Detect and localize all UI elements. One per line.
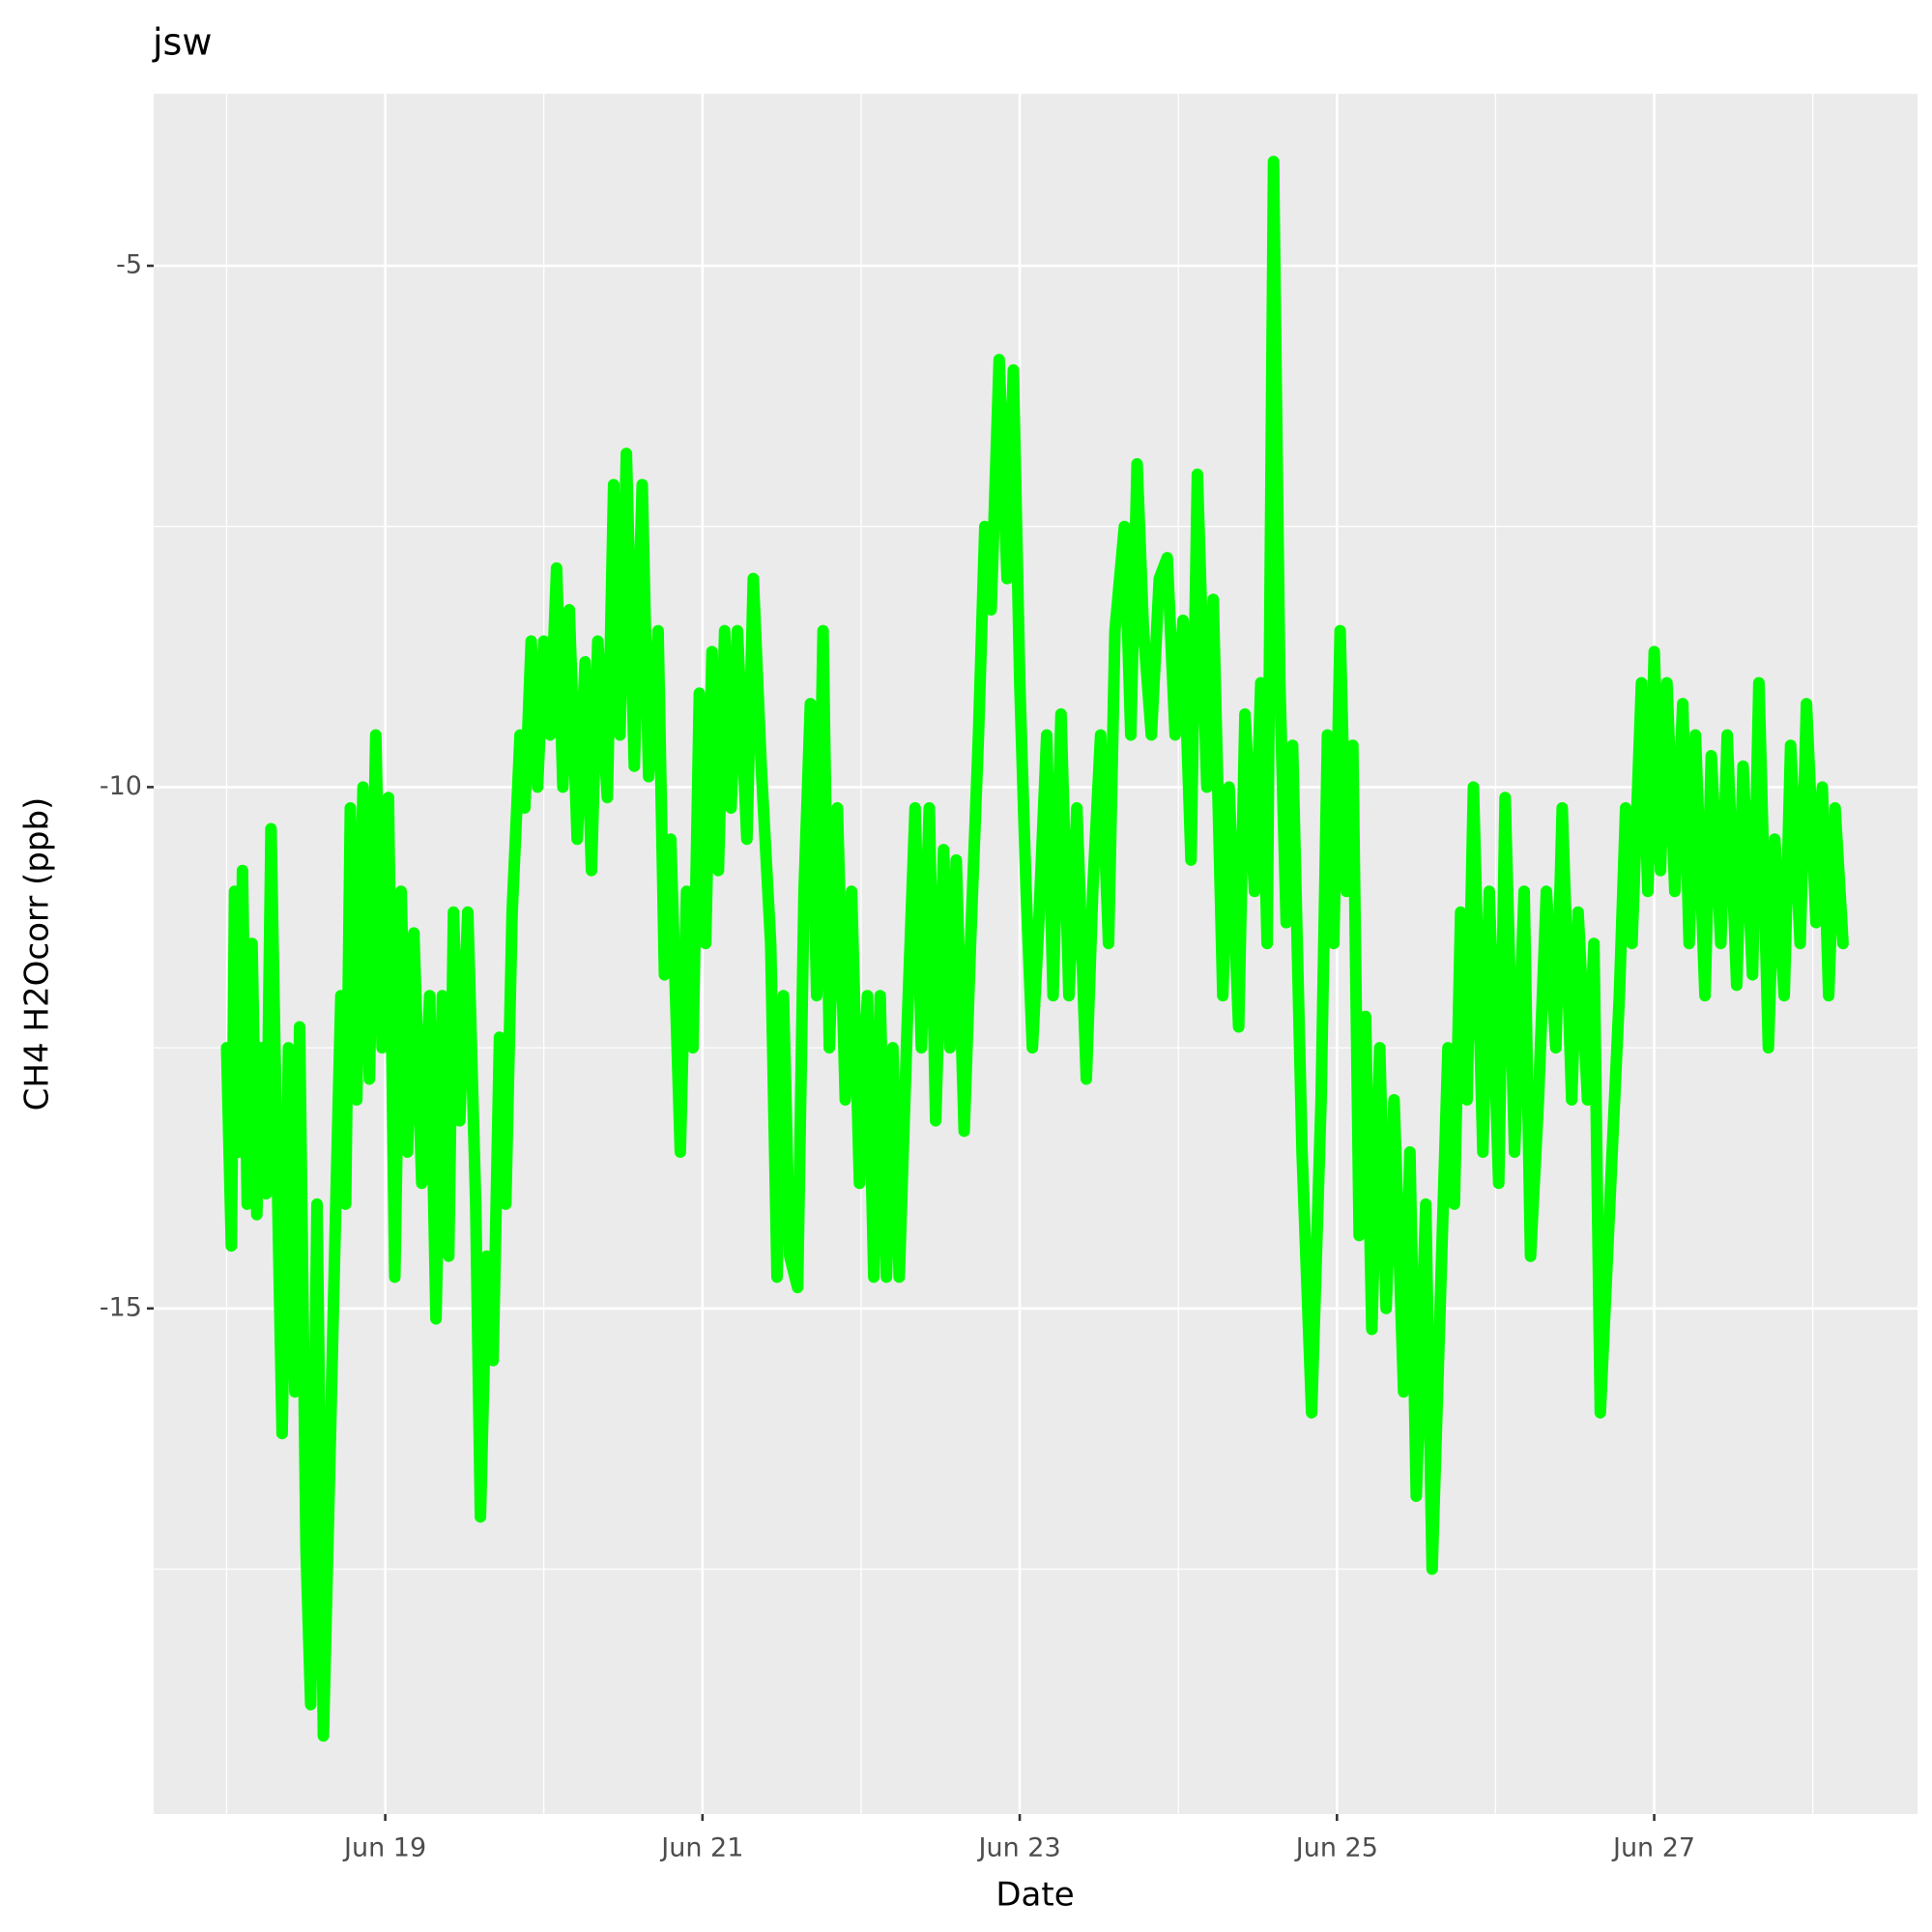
y-axis-title: CH4 H2Ocorr (ppb) [18, 797, 57, 1111]
y-tick-label: -15 [100, 1292, 142, 1322]
chart-title: jsw [152, 21, 212, 64]
x-tick-label: Jun 27 [1611, 1833, 1695, 1863]
y-tick-label: -10 [100, 771, 142, 801]
x-tick-label: Jun 25 [1294, 1833, 1378, 1863]
data-line [220, 156, 1849, 1743]
x-tick-label: Jun 23 [977, 1833, 1061, 1863]
x-tick-label: Jun 19 [342, 1833, 426, 1863]
y-tick-label: -5 [116, 250, 142, 280]
x-axis-title: Date [995, 1876, 1074, 1915]
x-tick-label: Jun 21 [659, 1833, 743, 1863]
